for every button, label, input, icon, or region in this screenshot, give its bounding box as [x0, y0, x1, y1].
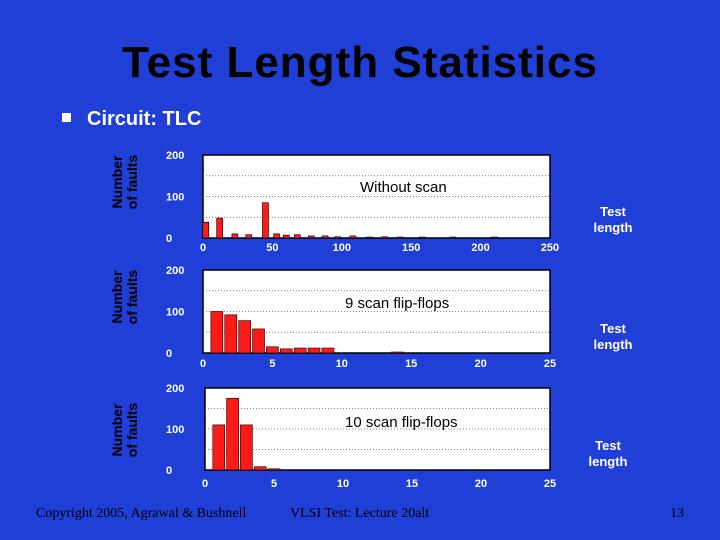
y-tick-label: 100 [166, 307, 184, 319]
bar [366, 236, 373, 239]
x-tick-label: 20 [474, 358, 486, 370]
bar [419, 236, 426, 239]
footer-copyright: Copyright 2005, Agrawal & Bushnell [36, 506, 247, 521]
bar [245, 234, 253, 239]
y-tick-label: 200 [166, 265, 184, 277]
bar [266, 346, 279, 354]
bar [321, 235, 329, 239]
bar [231, 233, 239, 239]
bar [449, 236, 457, 239]
bar [282, 234, 290, 239]
bar [307, 347, 321, 354]
chart-title: Without scan [360, 179, 447, 196]
x-tick-label: 15 [405, 358, 417, 370]
bar [279, 348, 293, 354]
x-tick-label: 0 [202, 478, 208, 490]
bar [226, 397, 239, 471]
bar [273, 233, 280, 239]
x-tick-label: 20 [475, 478, 487, 490]
x-axis-label: Test length [594, 321, 633, 352]
y-axis-label: Numberof faults [109, 403, 140, 458]
bar [224, 314, 238, 354]
x-tick-label: 250 [541, 242, 559, 254]
x-tick-label: 10 [337, 478, 349, 490]
slide-title: Test Length Statistics [122, 38, 598, 87]
bar [238, 320, 251, 354]
x-tick-label: 200 [471, 242, 489, 254]
x-axis-label: Test length [594, 204, 633, 235]
histogram-chart-3: 200 100 0 0 5 10 15 20 25 10 scan flip-flops Numbe… [109, 383, 628, 490]
y-tick-label: 100 [166, 192, 184, 204]
bar [381, 236, 389, 239]
x-tick-label: 5 [269, 358, 275, 370]
bar [396, 236, 404, 239]
x-tick-label: 5 [271, 478, 277, 490]
square-bullet-icon [62, 113, 71, 123]
x-tick-label: 10 [336, 358, 348, 370]
y-axis-label: Numberof faults [109, 155, 140, 210]
footer-lecture: VLSI Test: Lecture 20alt [290, 506, 430, 521]
bar [202, 221, 210, 239]
y-tick-label: 0 [166, 348, 172, 360]
y-tick-label: 200 [166, 383, 184, 395]
bar [216, 217, 223, 239]
x-tick-label: 25 [544, 478, 556, 490]
bar [294, 234, 301, 239]
x-tick-label: 15 [406, 478, 418, 490]
y-axis-label: Numberof faults [109, 270, 140, 325]
bar [212, 424, 226, 471]
histogram-chart-1: 200 100 0 0 50 100 150 200 250 Without scan Number… [109, 150, 633, 254]
bar [321, 347, 335, 354]
bar [349, 235, 357, 239]
bar [252, 328, 265, 354]
x-tick-label: 150 [402, 242, 420, 254]
chart-title: 10 scan flip-flops [345, 414, 458, 431]
y-tick-label: 0 [166, 233, 172, 245]
bar [240, 424, 253, 471]
bar [491, 236, 498, 239]
y-tick-label: 200 [166, 150, 184, 162]
x-tick-label: 0 [200, 358, 206, 370]
y-tick-label: 100 [166, 424, 184, 436]
bar [293, 347, 307, 354]
x-tick-label: 0 [200, 242, 206, 254]
x-axis-label: Test length [589, 438, 628, 469]
bar [210, 311, 224, 354]
bullet-item: Circuit: TLC [62, 108, 201, 131]
bar [253, 466, 267, 471]
histogram-chart-2: 200 100 0 0 5 10 15 20 25 9 scan flip-flops Number… [109, 265, 633, 370]
bullet-text: Circuit: TLC [87, 108, 202, 130]
page-number: 13 [670, 506, 684, 521]
bar [262, 202, 269, 239]
bar [267, 468, 281, 471]
x-tick-label: 25 [544, 358, 556, 370]
bar [307, 235, 315, 239]
chart-title: 9 scan flip-flops [345, 295, 449, 312]
x-tick-label: 50 [266, 242, 278, 254]
bar [391, 351, 404, 354]
x-tick-label: 100 [333, 242, 351, 254]
bar [334, 236, 341, 239]
y-tick-label: 0 [166, 465, 172, 477]
